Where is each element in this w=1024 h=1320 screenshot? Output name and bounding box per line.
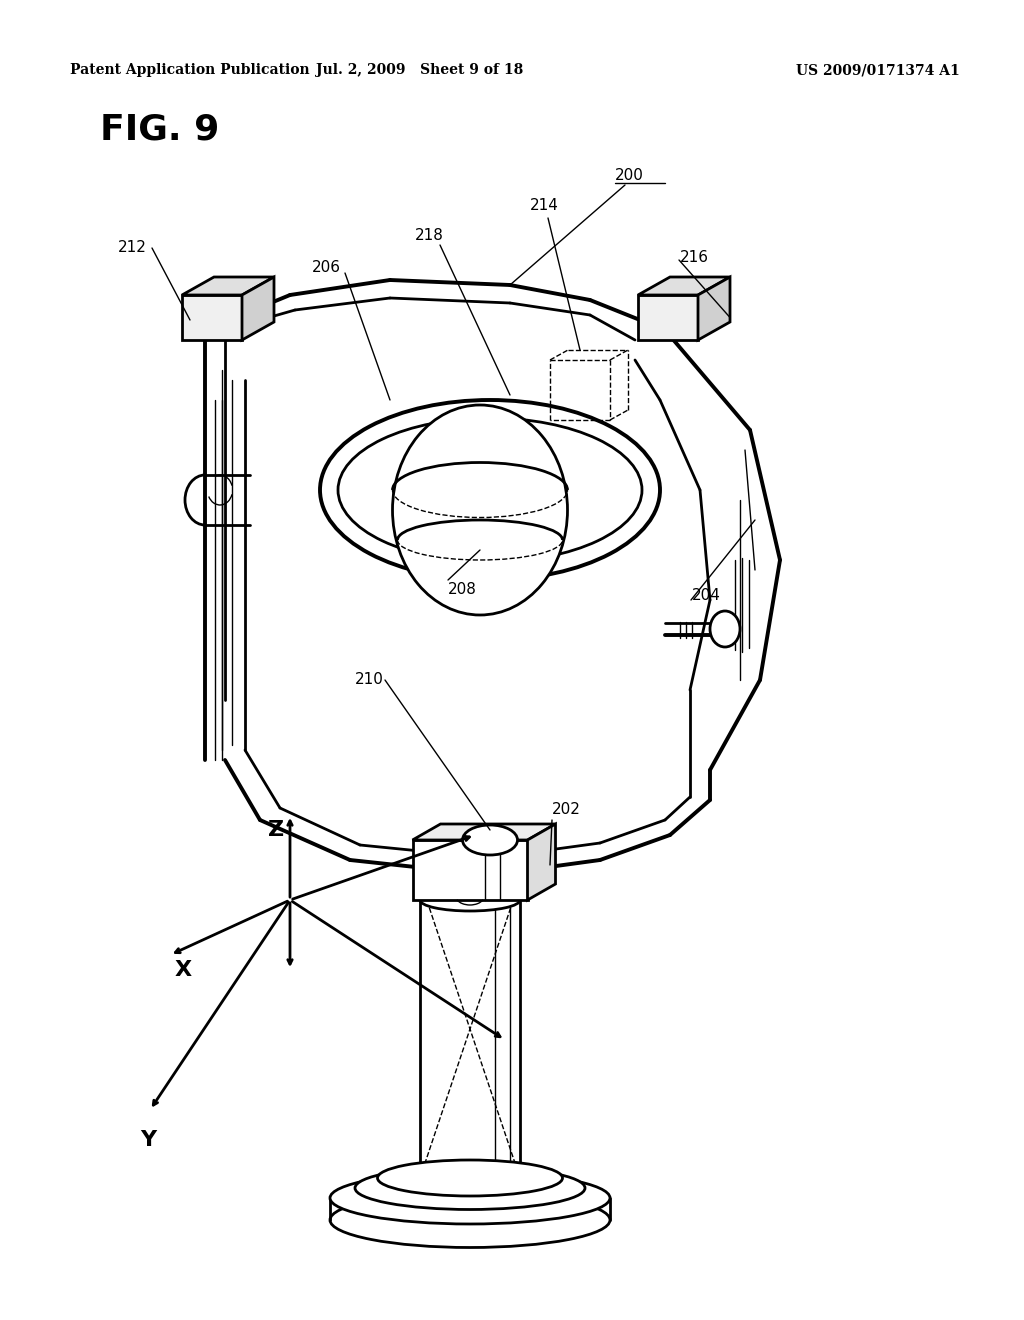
Text: 218: 218	[415, 227, 443, 243]
Text: 206: 206	[312, 260, 341, 276]
Text: 208: 208	[449, 582, 477, 598]
Text: Patent Application Publication: Patent Application Publication	[70, 63, 309, 77]
Ellipse shape	[463, 825, 517, 855]
Ellipse shape	[319, 400, 660, 579]
Text: FIG. 9: FIG. 9	[100, 114, 219, 147]
Text: 202: 202	[552, 803, 581, 817]
Text: US 2009/0171374 A1: US 2009/0171374 A1	[797, 63, 961, 77]
Ellipse shape	[378, 1160, 562, 1196]
Polygon shape	[242, 277, 274, 341]
Ellipse shape	[420, 888, 520, 911]
Text: Y: Y	[140, 1130, 156, 1150]
Polygon shape	[638, 277, 730, 294]
Ellipse shape	[330, 1172, 610, 1224]
Text: 212: 212	[118, 240, 146, 256]
Polygon shape	[413, 824, 555, 840]
Text: X: X	[175, 960, 193, 979]
Text: 216: 216	[680, 251, 709, 265]
Text: Z: Z	[268, 820, 284, 840]
Ellipse shape	[330, 1192, 610, 1247]
Text: 200: 200	[615, 168, 644, 182]
Polygon shape	[413, 840, 527, 900]
Text: Jul. 2, 2009   Sheet 9 of 18: Jul. 2, 2009 Sheet 9 of 18	[316, 63, 523, 77]
Text: 204: 204	[692, 587, 721, 602]
Ellipse shape	[392, 405, 567, 615]
Polygon shape	[698, 277, 730, 341]
Polygon shape	[182, 294, 242, 341]
Polygon shape	[182, 277, 274, 294]
Ellipse shape	[355, 1167, 585, 1209]
Polygon shape	[638, 294, 698, 341]
Text: 210: 210	[355, 672, 384, 688]
Text: 214: 214	[530, 198, 559, 213]
Ellipse shape	[710, 611, 740, 647]
Ellipse shape	[338, 418, 642, 562]
Polygon shape	[527, 824, 555, 900]
